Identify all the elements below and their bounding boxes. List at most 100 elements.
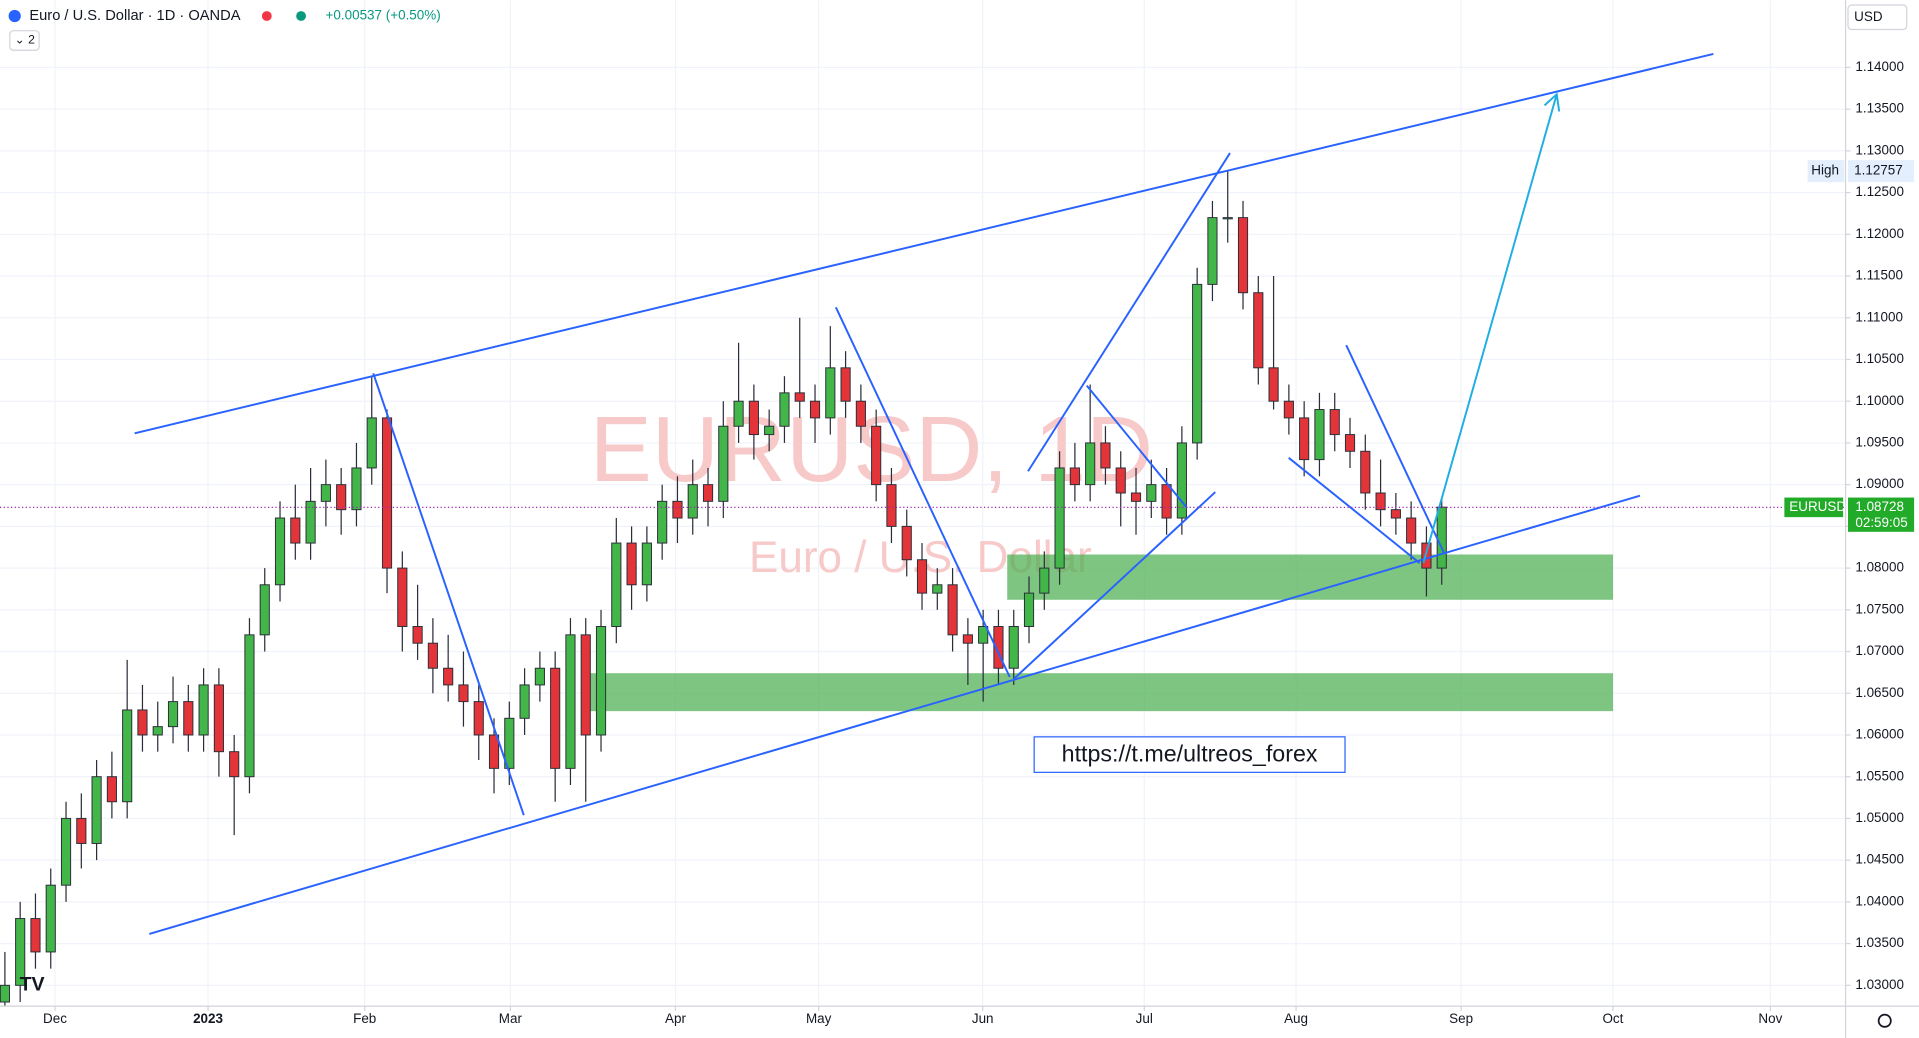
- candle-body: [443, 667, 454, 686]
- candle-body: [1054, 467, 1065, 569]
- candle-body: [336, 484, 347, 511]
- indicator-toggle[interactable]: [9, 30, 40, 51]
- candle-body: [274, 517, 286, 586]
- candle-body: [167, 701, 179, 728]
- y-tick-label: 1.03500: [1855, 935, 1904, 950]
- arrow-head: [1543, 92, 1561, 112]
- candle-body: [1023, 592, 1035, 627]
- candle-body: [259, 584, 270, 636]
- y-tick-label: 1.09500: [1855, 434, 1904, 449]
- y-tick-label: 1.12500: [1855, 184, 1904, 199]
- y-tick-label: 1.11500: [1855, 268, 1903, 283]
- x-tick-label: Oct: [1602, 1011, 1623, 1026]
- trend-line: [1086, 384, 1188, 509]
- countdown-label: 02:59:05: [1855, 515, 1907, 530]
- candle-body: [1222, 217, 1233, 220]
- link-box[interactable]: [1033, 736, 1346, 773]
- grid: [0, 0, 1846, 1007]
- candle-body: [305, 500, 316, 544]
- y-tick-label: 1.05500: [1855, 768, 1904, 783]
- candle-body: [764, 425, 775, 436]
- candle-body: [993, 626, 1004, 669]
- x-tick-label: Nov: [1758, 1011, 1782, 1026]
- candle-body: [565, 634, 576, 769]
- candle-body: [534, 667, 545, 686]
- candle-body: [825, 367, 836, 419]
- y-tick-label: 1.11000: [1855, 309, 1903, 324]
- header-change: +0.00537 (+0.50%): [326, 8, 441, 23]
- candle-body: [1390, 509, 1401, 519]
- y-tick-label: 1.03000: [1855, 977, 1904, 992]
- x-tick-label: Mar: [499, 1011, 523, 1026]
- candle-body: [15, 918, 26, 986]
- candles: [0, 170, 1447, 1019]
- candle-body: [488, 734, 500, 769]
- candle-body: [137, 709, 148, 736]
- candle-body: [1115, 467, 1126, 494]
- x-tick-label: Dec: [43, 1011, 67, 1026]
- candle-body: [626, 542, 637, 586]
- y-tick-label: 1.12000: [1855, 226, 1904, 241]
- candle-body: [748, 400, 759, 436]
- candle-body: [641, 542, 652, 586]
- candle-body: [962, 634, 973, 644]
- candle-body: [871, 425, 882, 486]
- candle-body: [855, 400, 866, 427]
- candle-body: [1130, 492, 1142, 502]
- status-dot: [296, 11, 306, 21]
- header-title[interactable]: Euro / U.S. Dollar · 1D · OANDA: [29, 8, 240, 24]
- candle-body: [1008, 626, 1019, 669]
- candle-body: [45, 884, 56, 953]
- candle-body: [1268, 367, 1279, 402]
- support-zone: [585, 673, 1614, 712]
- symbol-label: EURUSD: [1789, 499, 1846, 514]
- candle-body: [916, 559, 928, 594]
- logo: TV: [20, 973, 45, 995]
- currency-button[interactable]: [1847, 4, 1908, 31]
- x-tick-label: 2023: [193, 1011, 223, 1026]
- trend-line: [1027, 152, 1231, 472]
- y-tick-label: 1.10500: [1855, 351, 1904, 366]
- candle-body: [473, 701, 484, 736]
- candle-body: [687, 484, 698, 519]
- candle-body: [1237, 217, 1249, 294]
- y-tick-label: 1.08000: [1855, 560, 1904, 575]
- trend-line: [1288, 457, 1421, 564]
- candle-body: [1100, 442, 1111, 469]
- x-tick-label: Sep: [1449, 1011, 1473, 1026]
- candle-body: [1253, 292, 1264, 369]
- candle-body: [213, 684, 224, 753]
- candle-body: [1069, 467, 1080, 486]
- symbol-icon: [8, 9, 21, 23]
- drawings: [134, 52, 1714, 935]
- candle-body: [1085, 442, 1096, 486]
- x-tick-label: Aug: [1284, 1011, 1308, 1026]
- high-price-label: 1.12757: [1854, 163, 1903, 178]
- candle-body: [76, 817, 87, 844]
- candle-body: [1299, 417, 1310, 461]
- candle-body: [152, 726, 163, 736]
- candle-body: [0, 984, 10, 1003]
- y-tick-label: 1.04500: [1855, 852, 1904, 867]
- candle-body: [1314, 409, 1325, 461]
- candle-body: [1375, 492, 1386, 511]
- settings-icon[interactable]: [1877, 1013, 1892, 1028]
- candle-body: [122, 709, 133, 803]
- high-price-tag: [1848, 160, 1915, 183]
- candle-body: [244, 634, 255, 778]
- trend-line: [835, 306, 1011, 678]
- x-tick-label: Apr: [665, 1011, 686, 1026]
- candle-body: [91, 776, 102, 844]
- candle-body: [290, 517, 301, 544]
- y-tick-label: 1.09000: [1855, 476, 1904, 491]
- candle-body: [106, 776, 117, 803]
- link-text[interactable]: https://t.me/ultreos_forex: [1062, 740, 1318, 766]
- candle-body: [794, 392, 805, 402]
- candle-body: [886, 484, 897, 527]
- candle-body: [427, 642, 438, 669]
- candle-body: [1176, 442, 1187, 519]
- candle-body: [60, 817, 72, 886]
- candle-body: [1192, 283, 1203, 444]
- y-tick-label: 1.05000: [1855, 810, 1904, 825]
